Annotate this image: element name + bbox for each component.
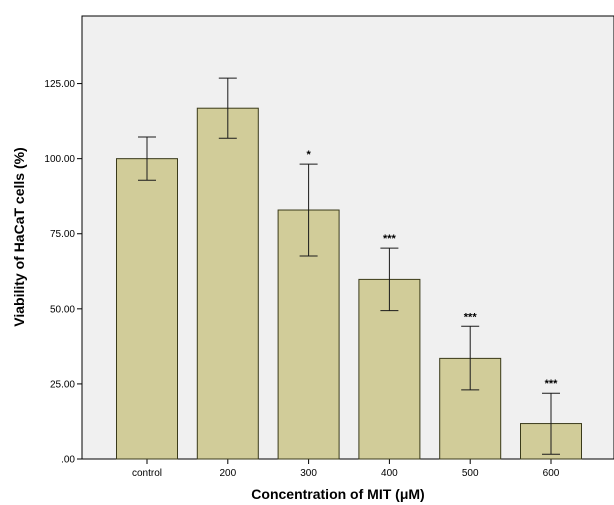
x-axis-title: Concentration of MIT (μM) xyxy=(251,486,424,502)
x-tick-label: 200 xyxy=(219,468,236,479)
error-bars-group xyxy=(138,77,560,455)
y-axis-title: Viability of HaCaT cells (%) xyxy=(11,147,27,326)
significance-label-500: *** xyxy=(464,311,478,323)
bar-control xyxy=(116,158,178,460)
y-tick-label: .00 xyxy=(61,455,75,466)
x-tick-label: control xyxy=(132,468,162,479)
significance-label-600: *** xyxy=(545,378,559,390)
bar-200 xyxy=(196,107,259,460)
significance-label-300: * xyxy=(306,149,311,161)
y-tick-label: 25.00 xyxy=(50,379,75,390)
x-tick-label: 300 xyxy=(300,468,317,479)
significance-label-400: *** xyxy=(383,233,397,245)
x-tick-label: 600 xyxy=(543,468,560,479)
y-tick-label: 75.00 xyxy=(50,229,75,240)
significance-group: ********** xyxy=(306,149,558,390)
x-tick-label: 400 xyxy=(381,468,398,479)
x-axis: control 200 300 400 500 600 xyxy=(132,459,560,479)
y-axis: .00 25.00 50.00 75.00 100.00 125.00 xyxy=(44,79,82,466)
bar-300 xyxy=(277,209,340,460)
y-tick-label: 125.00 xyxy=(44,79,75,90)
x-tick-label: 500 xyxy=(462,468,479,479)
y-tick-label: 50.00 xyxy=(50,304,75,315)
y-tick-label: 100.00 xyxy=(44,154,75,165)
